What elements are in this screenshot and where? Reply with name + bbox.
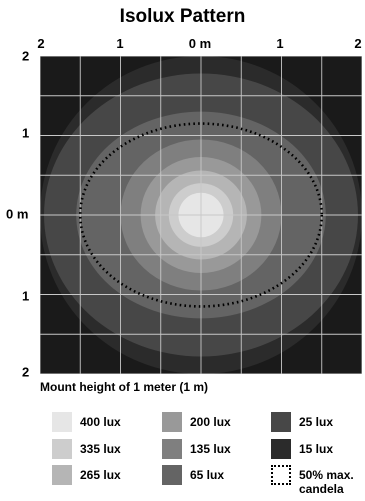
legend-swatch [271, 465, 291, 485]
legend-label: 25 lux [299, 415, 334, 429]
mount-height-caption: Mount height of 1 meter (1 m) [40, 380, 208, 394]
legend-label: 65 lux [190, 468, 225, 482]
legend-label: 400 lux [80, 415, 121, 429]
top-tick-1: 1 [116, 36, 124, 51]
chart-title: Isolux Pattern [119, 6, 246, 27]
legend-label: 200 lux [190, 415, 231, 429]
legend-label: 15 lux [299, 442, 334, 456]
legend-swatch [271, 439, 291, 459]
legend-label: 335 lux [80, 442, 121, 456]
candela-50pct-ring [78, 122, 324, 308]
legend-label: 265 lux [80, 468, 121, 482]
legend-swatch [271, 412, 291, 432]
legend-swatch [162, 439, 182, 459]
top-tick-2: 0 m [188, 36, 212, 51]
left-tick-2: 0 m [6, 206, 29, 222]
legend-swatch [52, 439, 72, 459]
legend-swatch [162, 412, 182, 432]
left-tick-1: 1 [22, 125, 30, 141]
isolux-plot [40, 56, 362, 374]
left-tick-4: 2 [22, 364, 30, 380]
left-tick-0: 2 [22, 48, 30, 64]
top-tick-4: 2 [354, 36, 362, 51]
legend-label: 50% max. candela [299, 468, 354, 496]
legend-swatch [52, 412, 72, 432]
top-tick-3: 1 [276, 36, 284, 51]
top-tick-0: 2 [37, 36, 45, 51]
left-tick-3: 1 [22, 288, 30, 304]
legend-swatch [52, 465, 72, 485]
legend-swatch [162, 465, 182, 485]
legend-label: 135 lux [190, 442, 231, 456]
